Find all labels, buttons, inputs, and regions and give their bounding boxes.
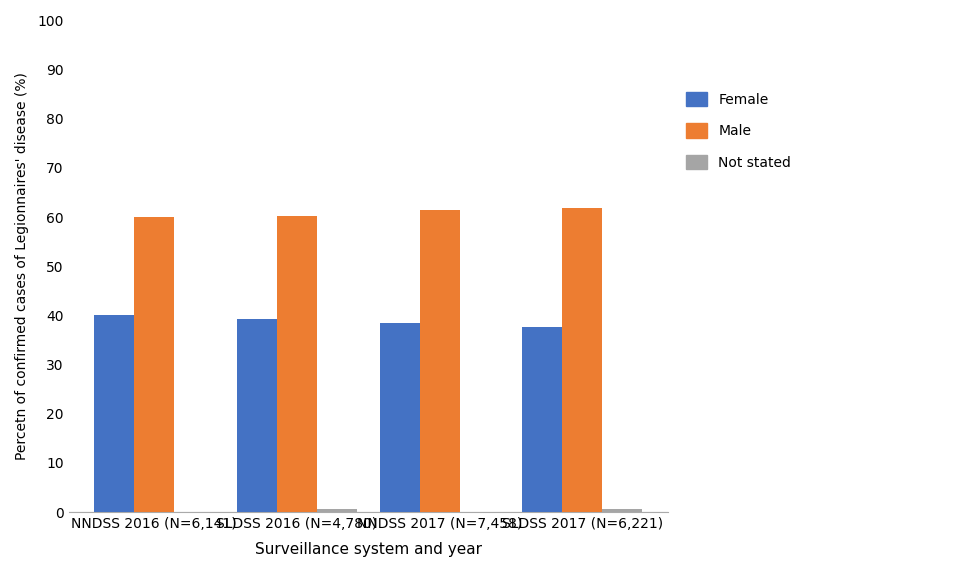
Y-axis label: Percetn of confirmed cases of Legionnaires' disease (%): Percetn of confirmed cases of Legionnair… — [15, 72, 29, 460]
Bar — [419, 210, 460, 512]
X-axis label: Surveillance system and year: Surveillance system and year — [255, 542, 482, 557]
Bar — [94, 315, 134, 512]
Bar — [379, 323, 419, 512]
Bar — [277, 216, 317, 512]
Legend: Female, Male, Not stated: Female, Male, Not stated — [681, 86, 797, 175]
Bar — [522, 327, 563, 512]
Bar — [563, 208, 603, 512]
Bar — [134, 217, 174, 512]
Bar — [317, 509, 357, 512]
Bar — [603, 509, 642, 512]
Bar — [237, 319, 277, 512]
